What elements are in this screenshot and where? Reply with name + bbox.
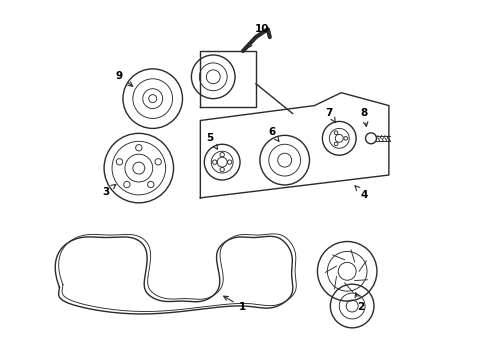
Text: 7: 7 xyxy=(326,108,336,123)
Text: 6: 6 xyxy=(268,127,279,141)
Text: 8: 8 xyxy=(361,108,368,126)
Text: 4: 4 xyxy=(355,186,368,200)
Text: 3: 3 xyxy=(102,184,116,197)
Text: 1: 1 xyxy=(223,296,245,312)
Text: 10: 10 xyxy=(247,24,269,48)
Text: 5: 5 xyxy=(207,133,218,149)
Text: 9: 9 xyxy=(116,71,133,86)
Text: 2: 2 xyxy=(355,293,365,312)
